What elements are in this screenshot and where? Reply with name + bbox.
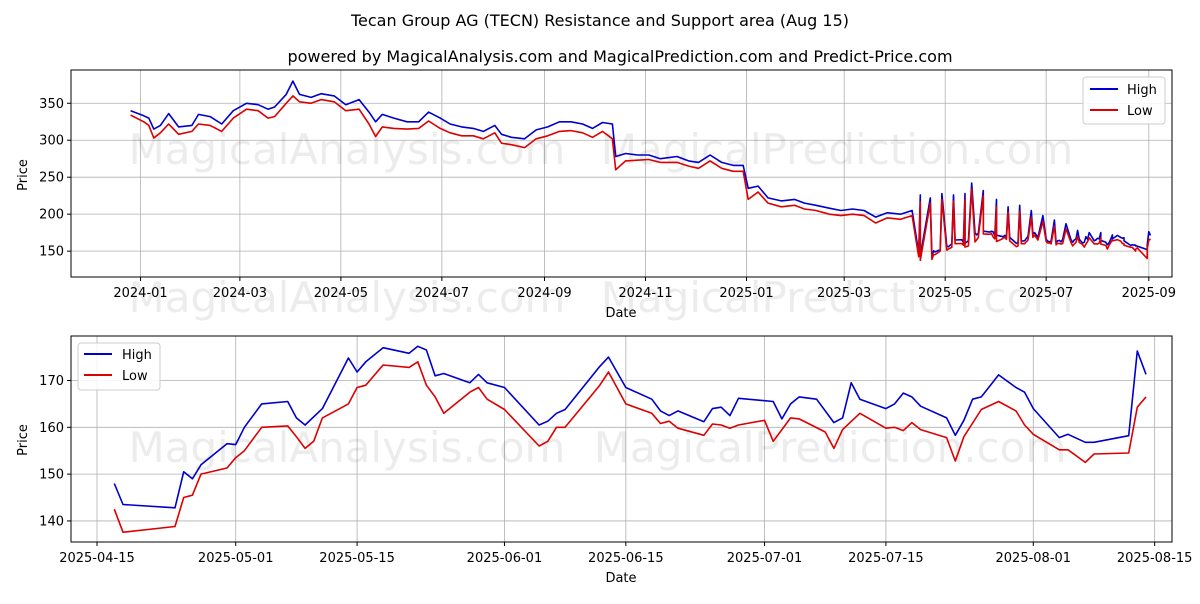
top-watermark-right-lower: MagicalPrediction.com [601, 273, 1074, 322]
top-xtick-label: 2024-05 [314, 286, 368, 301]
bottom-xtick-label: 2025-05-01 [198, 551, 274, 566]
top-xtick-label: 2025-07 [1019, 286, 1073, 301]
top-ytick-label: 300 [39, 134, 64, 149]
top-ytick-label: 250 [39, 171, 64, 186]
top-xtick-label: 2025-09 [1122, 286, 1176, 301]
top-ticks: 2024-01 2024-03 2024-05 2024-07 2024-09 2024-… [39, 97, 1176, 301]
chart-subtitle: powered by MagicalAnalysis.com and Magic… [287, 47, 952, 66]
top-xtick-label: 2025-05 [918, 286, 972, 301]
top-ytick-label: 150 [39, 245, 64, 260]
bottom-axes-frame [70, 335, 1173, 543]
bottom-high-line [113, 345, 1147, 509]
bottom-ytick-label: 160 [39, 421, 64, 436]
bottom-xtick-label: 2025-06-01 [467, 551, 543, 566]
bottom-watermarks: MagicalAnalysis.com MagicalPrediction.co… [129, 423, 1067, 472]
bottom-xlabel: Date [605, 571, 636, 586]
bottom-watermark-left: MagicalAnalysis.com [129, 423, 566, 472]
top-legend-low-label: Low [1127, 104, 1153, 119]
bottom-xtick-label: 2025-06-15 [588, 551, 664, 566]
top-xlabel: Date [605, 306, 636, 321]
top-xtick-label: 2025-03 [817, 286, 871, 301]
chart-title: Tecan Group AG (TECN) Resistance and Sup… [350, 11, 849, 30]
bottom-ytick-label: 150 [39, 468, 64, 483]
top-legend: High Low [1082, 76, 1166, 125]
top-xtick-label: 2024-11 [618, 286, 672, 301]
bottom-series [113, 345, 1147, 533]
bottom-xtick-label: 2025-05-15 [319, 551, 395, 566]
top-ylabel: Price [16, 159, 31, 191]
bottom-xtick-label: 2025-08-01 [996, 551, 1072, 566]
bottom-ticks: 2025-04-15 2025-05-01 2025-05-15 2025-06-01… [39, 374, 1192, 566]
top-axes-frame [70, 69, 1173, 278]
top-xtick-label: 2025-01 [719, 286, 773, 301]
bottom-xtick-label: 2025-08-15 [1117, 551, 1193, 566]
top-legend-high-label: High [1127, 83, 1157, 98]
top-watermark-left-lower: MagicalAnalysis.com [129, 273, 566, 322]
bottom-panel: MagicalAnalysis.com MagicalPrediction.co… [16, 335, 1192, 586]
bottom-legend-low-label: Low [122, 369, 148, 384]
top-watermarks: MagicalAnalysis.com MagicalPrediction.co… [129, 125, 1074, 322]
top-high-line [130, 80, 1152, 258]
top-watermark-right: MagicalPrediction.com [601, 125, 1074, 174]
top-series [130, 80, 1152, 262]
bottom-xtick-label: 2025-07-15 [848, 551, 924, 566]
bottom-watermark-right: MagicalPrediction.com [594, 423, 1067, 472]
top-panel: MagicalAnalysis.com MagicalPrediction.co… [16, 69, 1176, 322]
bottom-ylabel: Price [16, 424, 31, 456]
top-xtick-label: 2024-09 [517, 286, 571, 301]
top-xtick-label: 2024-01 [113, 286, 167, 301]
bottom-ytick-label: 140 [39, 514, 64, 529]
bottom-low-line [113, 361, 1147, 533]
bottom-ytick-label: 170 [39, 374, 64, 389]
bottom-xtick-label: 2025-04-15 [59, 551, 135, 566]
top-xtick-label: 2024-03 [213, 286, 267, 301]
top-low-line [130, 95, 1152, 262]
top-xtick-label: 2024-07 [415, 286, 469, 301]
top-ytick-label: 350 [39, 97, 64, 112]
bottom-xtick-label: 2025-07-01 [727, 551, 803, 566]
bottom-legend: High Low [77, 342, 161, 391]
bottom-legend-high-label: High [122, 348, 152, 363]
top-ytick-label: 200 [39, 208, 64, 223]
